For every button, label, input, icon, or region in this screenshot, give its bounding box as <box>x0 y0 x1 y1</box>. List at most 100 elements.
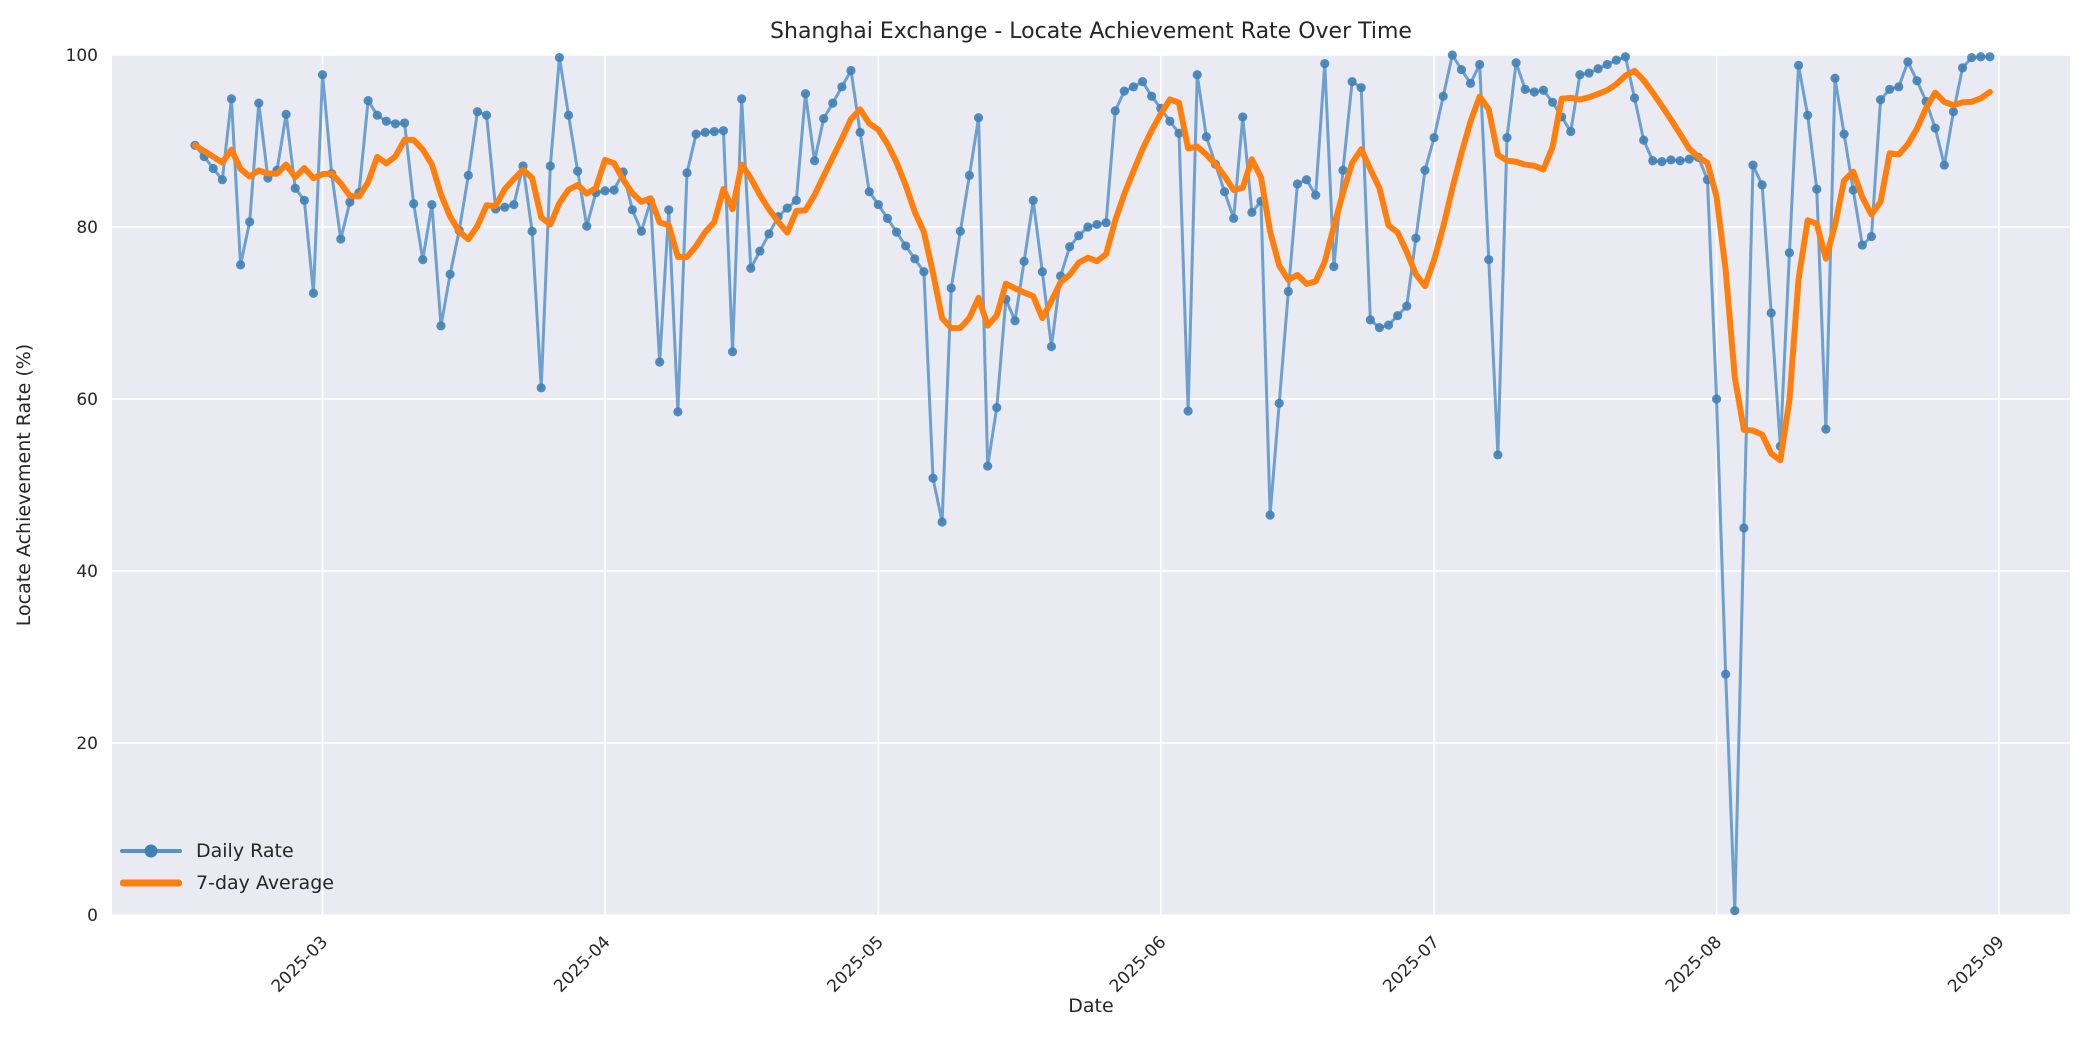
daily-rate-point <box>700 127 710 137</box>
daily-rate-point <box>1566 126 1576 137</box>
daily-rate-point <box>828 98 838 108</box>
daily-rate-point <box>1666 155 1676 165</box>
daily-rate-point <box>1456 65 1467 75</box>
daily-rate-point <box>372 110 382 120</box>
daily-rate-point <box>1967 52 1977 63</box>
daily-rate-point <box>1602 59 1612 70</box>
daily-rate-point <box>554 52 565 63</box>
daily-rate-point <box>1301 175 1312 185</box>
daily-rate-point <box>217 175 227 185</box>
daily-rate-point <box>910 254 920 264</box>
daily-rate-point <box>509 200 519 210</box>
daily-rate-point <box>1593 64 1603 74</box>
daily-rate-point <box>973 113 984 123</box>
daily-rate-point <box>1711 394 1722 404</box>
daily-rate-point <box>1037 267 1047 277</box>
daily-rate-point <box>1529 87 1539 97</box>
seven-day-average-swatch-icon <box>120 874 182 892</box>
daily-rate-point <box>1447 50 1457 60</box>
daily-rate-series <box>190 50 1995 916</box>
daily-rate-point <box>1857 240 1867 250</box>
daily-rate-point <box>1611 55 1621 65</box>
daily-rate-point <box>627 205 637 215</box>
daily-rate-point <box>1083 222 1093 232</box>
daily-rate-point <box>573 166 583 176</box>
x-axis-label: Date <box>1068 995 1113 1017</box>
x-axis-tick-labels: 2025-03 2025-04 2025-05 2025-06 2025-07 2025-… <box>268 932 2009 996</box>
daily-rate-point <box>1976 52 1986 62</box>
daily-rate-point <box>964 170 975 180</box>
daily-rate-point <box>1484 255 1494 265</box>
daily-rate-point <box>1930 123 1940 133</box>
daily-rate-point <box>1320 59 1330 69</box>
daily-rate-point <box>1292 179 1303 189</box>
daily-rate-point <box>946 283 956 293</box>
daily-rate-point <box>582 221 592 231</box>
y-tick-label-60: 60 <box>76 390 98 410</box>
daily-rate-point <box>281 109 291 119</box>
daily-rate-point <box>1420 165 1430 175</box>
daily-rate-point <box>1730 906 1740 916</box>
daily-rate-point <box>1274 398 1284 408</box>
daily-rate-point <box>1402 301 1412 311</box>
plot-area <box>112 55 2070 915</box>
daily-rate-point <box>800 89 811 99</box>
daily-rate-point <box>245 217 255 227</box>
daily-rate-point <box>1475 59 1485 70</box>
daily-rate-point <box>1046 341 1057 352</box>
daily-rate-point <box>1939 160 1949 170</box>
x-tick-label-2025-08: 2025-08 <box>1662 932 1726 996</box>
daily-rate-point <box>1137 77 1148 87</box>
daily-rate-point <box>1538 85 1549 95</box>
x-tick-label-2025-09: 2025-09 <box>1944 932 2008 996</box>
daily-rate-point <box>992 403 1002 413</box>
daily-rate-point <box>1547 97 1558 107</box>
daily-rate-point <box>545 161 555 171</box>
daily-rate-point <box>1912 76 1922 86</box>
daily-rate-point <box>1675 156 1685 166</box>
horizontal-gridlines <box>112 54 2070 916</box>
daily-rate-point <box>727 347 738 357</box>
daily-rate-point <box>1757 180 1767 190</box>
daily-rate-point <box>235 260 246 270</box>
daily-rate-point <box>1511 58 1521 68</box>
daily-rate-point <box>846 65 856 76</box>
y-tick-label-0: 0 <box>87 906 98 926</box>
daily-rate-point <box>1839 129 1849 139</box>
daily-rate-point <box>928 473 938 483</box>
daily-rate-point <box>317 70 328 80</box>
daily-rate-point <box>1465 78 1476 88</box>
daily-rate-point <box>782 203 792 213</box>
chart-title: Shanghai Exchange - Locate Achievement R… <box>770 19 1412 44</box>
daily-rate-point <box>1812 184 1822 194</box>
daily-rate-point <box>381 116 391 126</box>
daily-rate-point <box>418 255 428 265</box>
daily-rate-point <box>1019 256 1029 266</box>
daily-rate-point <box>345 197 355 207</box>
y-tick-label-80: 80 <box>76 218 98 238</box>
daily-rate-point <box>1238 112 1248 122</box>
daily-rate-point <box>1848 185 1858 195</box>
daily-rate-point <box>1165 116 1175 126</box>
daily-rate-point <box>500 202 510 212</box>
daily-rate-point <box>955 226 965 236</box>
daily-rate-point <box>937 517 947 527</box>
daily-rate-point <box>682 168 692 178</box>
daily-rate-point <box>1393 310 1403 321</box>
daily-rate-point <box>609 185 619 195</box>
daily-rate-point <box>1575 70 1585 80</box>
daily-rate-point <box>1793 60 1804 70</box>
daily-rate-point <box>1356 83 1366 93</box>
daily-rate-point <box>1074 231 1084 241</box>
daily-rate-point <box>655 357 665 367</box>
daily-rate-point <box>1821 424 1831 434</box>
daily-rate-point <box>1739 523 1749 533</box>
daily-rate-point <box>1784 248 1795 258</box>
daily-rate-point <box>600 186 610 196</box>
daily-rate-point <box>1329 261 1339 272</box>
x-tick-label-2025-06: 2025-06 <box>1106 932 1170 996</box>
daily-rate-point <box>983 461 993 471</box>
vertical-gridlines <box>321 55 2000 915</box>
